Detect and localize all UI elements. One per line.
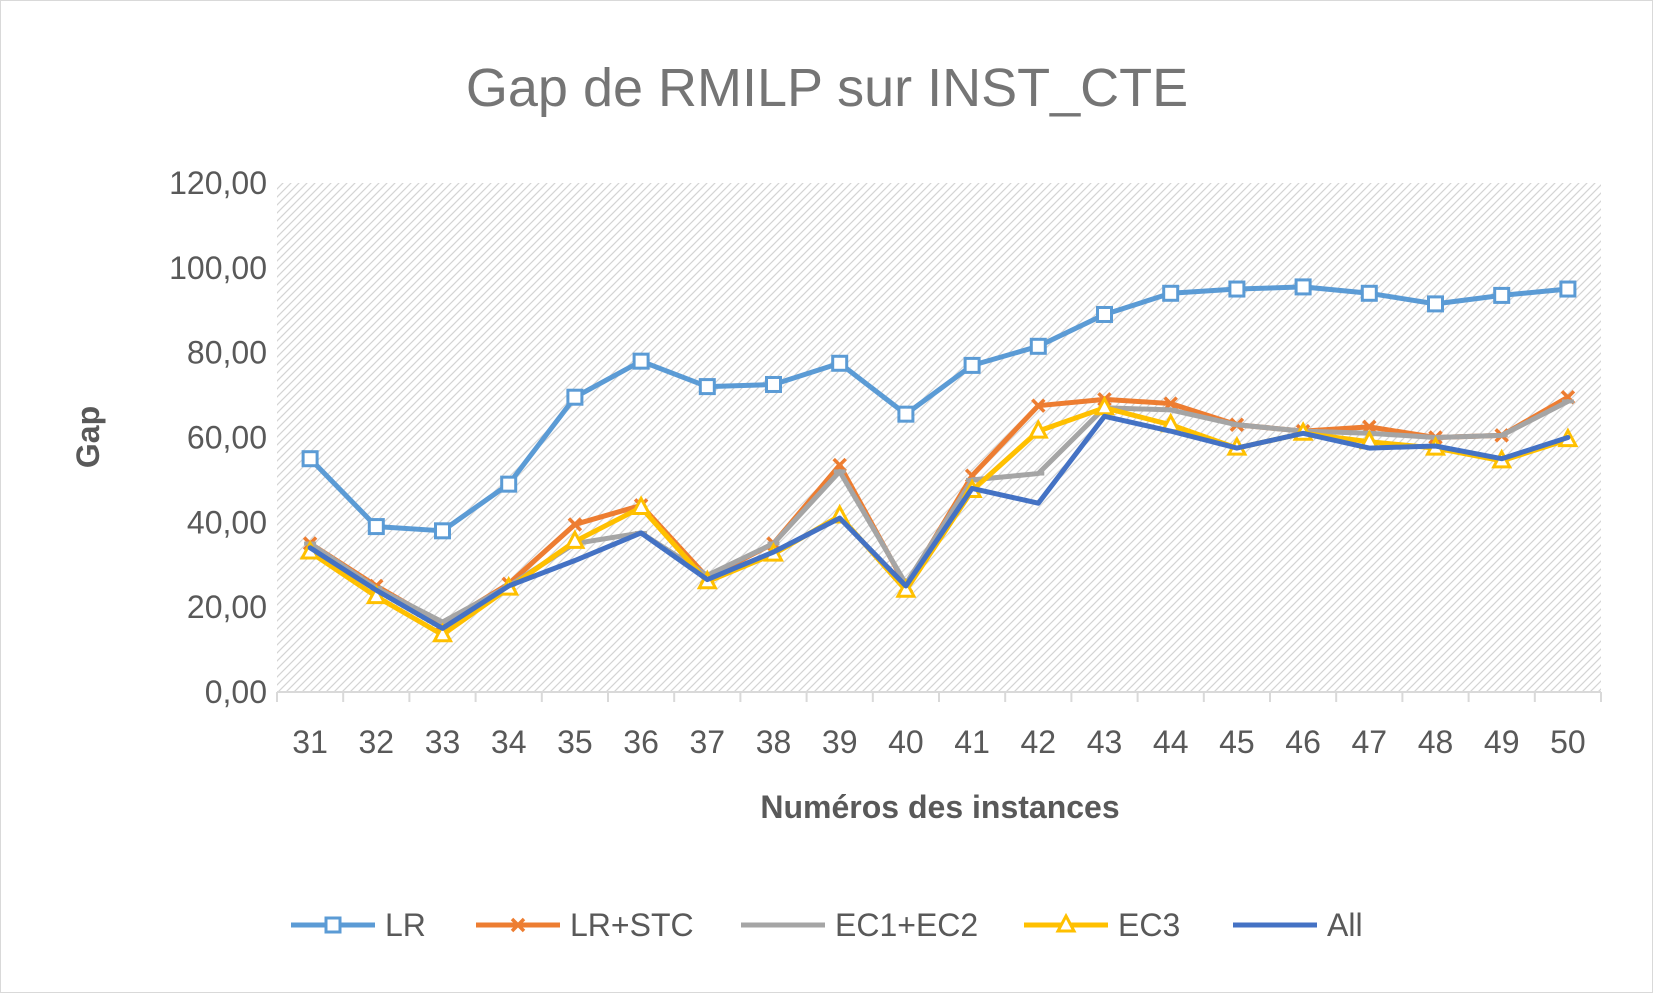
data-point-lr	[698, 378, 716, 396]
legend-label-ec1-ec2: EC1+EC2	[835, 907, 978, 943]
data-point-lr	[1427, 295, 1444, 313]
series-line-lr	[307, 284, 1571, 534]
legend-label-ec3: EC3	[1118, 907, 1180, 943]
legend: LR LR+STC EC1+EC2 EC3 All	[291, 907, 1363, 943]
series-all	[307, 413, 1571, 631]
series-lr	[301, 278, 1577, 540]
y-tick-label: 80,00	[187, 335, 267, 371]
legend-item-lr-stc: LR+STC	[476, 907, 694, 943]
x-tick-label: 48	[1418, 724, 1454, 760]
x-tick-label: 41	[954, 724, 990, 760]
x-axis: 31 32 33 34 35 36 37 38 39 40 41 42 43 44 45 46 47 48 49 50	[276, 692, 1602, 760]
legend-marker-lr-stc	[510, 917, 526, 933]
x-tick-label: 50	[1550, 724, 1586, 760]
data-point-lr	[367, 518, 385, 536]
chart-title: Gap de RMILP sur INST_CTE	[466, 58, 1188, 118]
x-tick-label: 42	[1021, 724, 1057, 760]
legend-label-lr-stc: LR+STC	[570, 907, 694, 943]
x-tick-label: 40	[888, 724, 924, 760]
data-point-lr	[1360, 284, 1378, 302]
series-line-all	[307, 413, 1571, 631]
data-point-lr-stc	[1031, 398, 1046, 413]
data-point-lr	[765, 375, 782, 393]
y-tick-label: 120,00	[169, 165, 267, 201]
data-point-lr	[963, 356, 981, 374]
legend-item-lr: LR	[291, 907, 426, 943]
data-point-ec3	[895, 578, 917, 598]
plot-area	[277, 183, 1601, 692]
y-tick-label: 0,00	[205, 674, 267, 710]
x-axis-label: Numéros des instances	[760, 789, 1119, 825]
y-tick-label: 60,00	[187, 420, 267, 456]
x-tick-label: 47	[1352, 724, 1388, 760]
x-tick-label: 35	[557, 724, 593, 760]
data-point-lr-stc	[567, 517, 583, 532]
data-point-lr	[831, 354, 849, 372]
data-point-ec3	[630, 495, 652, 515]
x-tick-label: 39	[822, 724, 858, 760]
x-tick-label: 32	[359, 724, 395, 760]
x-tick-label: 31	[292, 724, 328, 760]
data-point-ec3	[564, 529, 586, 549]
x-tick-label: 46	[1285, 724, 1321, 760]
legend-marker-ec3	[1055, 912, 1077, 933]
data-point-lr	[500, 475, 518, 493]
legend-label-lr: LR	[385, 907, 426, 943]
legend-marker-lr	[324, 916, 342, 934]
data-point-lr	[434, 522, 451, 540]
data-point-lr	[1294, 278, 1312, 296]
data-point-lr	[1559, 280, 1577, 298]
data-point-lr	[1493, 286, 1511, 304]
legend-item-ec3: EC3	[1024, 907, 1180, 943]
series-layer	[299, 278, 1579, 643]
data-point-lr	[1096, 305, 1113, 323]
y-tick-label: 20,00	[187, 589, 267, 625]
legend-label-all: All	[1327, 907, 1363, 943]
data-point-lr	[632, 352, 650, 370]
legend-item-ec1-ec2: EC1+EC2	[741, 907, 978, 943]
y-axis-label: Gap	[70, 406, 106, 468]
data-point-lr	[1029, 337, 1047, 355]
data-point-ec3	[432, 622, 453, 643]
data-point-lr	[897, 405, 915, 423]
data-point-lr	[301, 450, 319, 468]
x-tick-label: 43	[1087, 724, 1123, 760]
x-tick-label: 38	[756, 724, 792, 760]
data-point-lr	[1162, 284, 1180, 302]
x-tick-label: 37	[690, 724, 726, 760]
y-tick-label: 100,00	[169, 250, 267, 286]
x-tick-label: 45	[1219, 724, 1255, 760]
y-axis: 0,00 20,00 40,00 60,00 80,00 100,00 120,00	[169, 165, 267, 710]
y-tick-label: 40,00	[187, 504, 267, 540]
data-point-ec3	[1027, 418, 1049, 439]
data-point-lr-stc	[832, 457, 847, 473]
x-tick-label: 49	[1484, 724, 1520, 760]
x-tick-label: 34	[491, 724, 527, 760]
x-tick-label: 33	[425, 724, 461, 760]
data-point-lr	[1228, 280, 1246, 298]
legend-item-all: All	[1233, 907, 1363, 943]
x-tick-label: 44	[1153, 724, 1189, 760]
x-tick-label: 36	[623, 724, 659, 760]
data-point-lr	[566, 388, 584, 406]
